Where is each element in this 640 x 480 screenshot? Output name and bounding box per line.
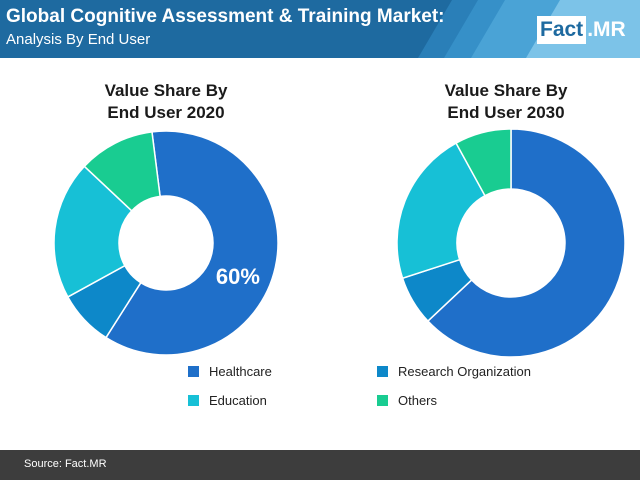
donut-1-slice-others: [455, 128, 512, 197]
legend-swatch-research-organization: [377, 366, 388, 377]
legend-label-education: Education: [209, 393, 267, 408]
logo-fact-text: Fact: [537, 16, 587, 44]
chart-title-2020-line1: Value Share By: [104, 81, 228, 100]
legend-swatch-education: [188, 395, 199, 406]
chart-title-2030: Value Share By End User 2030: [396, 80, 616, 124]
legend-swatch-others: [377, 395, 388, 406]
factmr-logo: Fact .MR: [537, 16, 635, 44]
donut-0-slice-others: [83, 131, 161, 212]
chart-title-2020: Value Share By End User 2020: [56, 80, 276, 124]
legend-item-research-organization: Research Organization: [377, 364, 531, 379]
legend-label-healthcare: Healthcare: [209, 364, 272, 379]
donut-charts: 60%: [53, 128, 626, 358]
donut-0-slice-healthcare: [104, 130, 279, 356]
donut-1-slice-healthcare: [426, 128, 626, 358]
header-banner: Global Cognitive Assessment & Training M…: [0, 0, 640, 58]
legend-item-education: Education: [188, 393, 267, 408]
chart-title-2020-line2: End User 2020: [107, 103, 225, 122]
source-note: Source: Fact.MR: [24, 458, 107, 470]
logo-mr-text: .MR: [587, 18, 626, 41]
page-title: Global Cognitive Assessment & Training M…: [6, 6, 445, 27]
page-subtitle: Analysis By End User: [6, 31, 151, 48]
legend-item-others: Others: [377, 393, 437, 408]
footer-bar: Source: Fact.MR: [0, 450, 640, 480]
legend-label-research-organization: Research Organization: [398, 364, 531, 379]
donut-0-slice-education: [53, 165, 133, 298]
legend-swatch-healthcare: [188, 366, 199, 377]
chart-title-2030-line2: End User 2030: [447, 103, 565, 122]
legend-item-healthcare: Healthcare: [188, 364, 272, 379]
donut-0-data-label-0: 60%: [216, 264, 260, 289]
donut-1-slice-education: [396, 142, 487, 280]
chart-title-2030-line1: Value Share By: [444, 81, 568, 100]
legend-label-others: Others: [398, 393, 438, 408]
